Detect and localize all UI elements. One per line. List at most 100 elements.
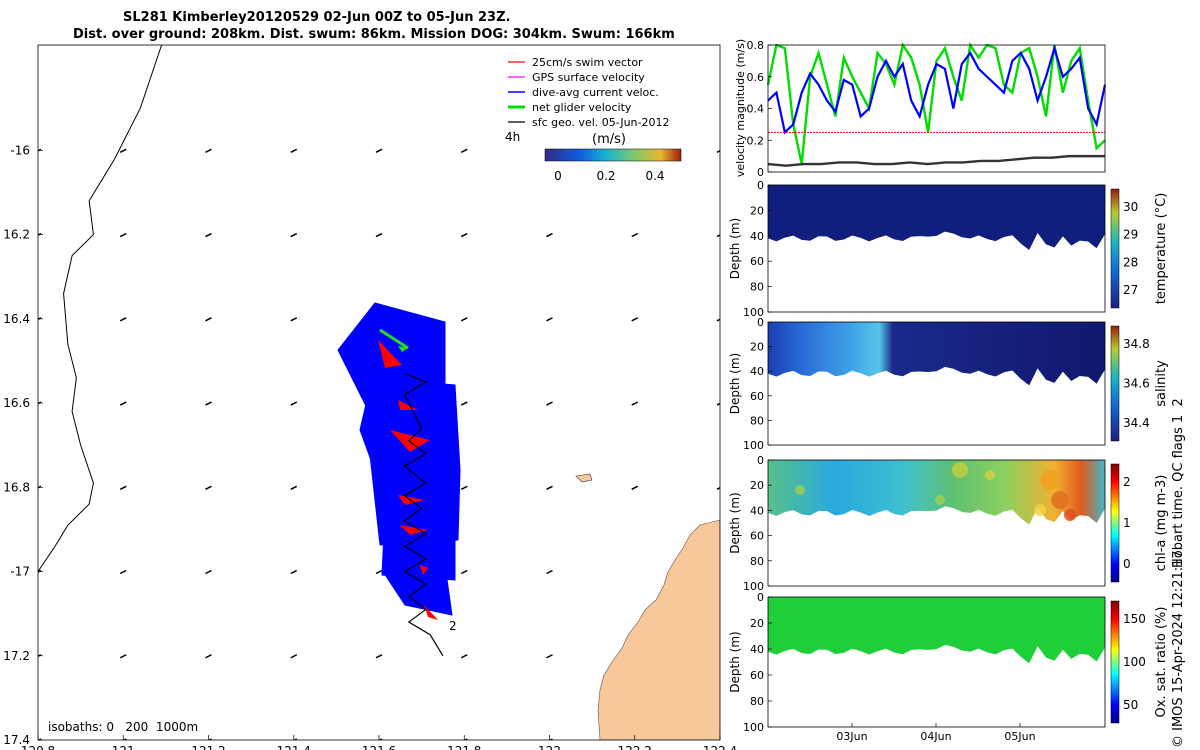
section-ytick-label: 100 <box>743 580 764 593</box>
sfc-vector <box>290 485 298 490</box>
figure-title-line-1: SL281 Kimberley20120529 02-Jun 00Z to 05… <box>123 10 511 25</box>
section-ytick-label: 100 <box>743 306 764 319</box>
section-colorbar-tick: 34.8 <box>1123 337 1150 351</box>
section-colorbar-tick: 1 <box>1123 516 1131 530</box>
section-ytick-label: 100 <box>743 721 764 734</box>
section-ytick-label: 80 <box>750 414 764 427</box>
sfc-vector <box>205 485 212 490</box>
velocity-ytick-label: 0.8 <box>747 39 765 52</box>
sfc-vector <box>38 485 42 489</box>
svg-text:sfc geo. vel. 05-Jun-2012: sfc geo. vel. 05-Jun-2012 <box>532 116 669 129</box>
section-colorbar-label: Ox. sat. ratio (%) <box>1154 607 1169 718</box>
sfc-vector <box>631 485 639 490</box>
map-y-axis: -16 16.2 16.4 16.6 16.8 -17 17.2 17.4 <box>3 143 43 747</box>
section-colorbar-tick: 27 <box>1123 283 1138 297</box>
map-xtick-label: 121 <box>112 744 135 750</box>
section-ytick-label: 80 <box>750 281 764 294</box>
map-ytick-label: 16.8 <box>3 480 30 494</box>
sfc-vector <box>460 317 468 322</box>
swim-vector <box>398 495 425 505</box>
section-ytick-label: 0 <box>757 454 764 467</box>
velocity-ytick-label: 0 <box>757 166 764 179</box>
isobaths-label: isobaths: 0 200 1000m <box>48 720 198 734</box>
svg-text:GPS surface velocity: GPS surface velocity <box>532 71 645 84</box>
sfc-vector <box>290 148 298 153</box>
section-ytick-label: 40 <box>750 504 764 517</box>
section-data-region <box>768 185 1105 251</box>
swim-vector <box>390 430 430 452</box>
sfc-vector <box>205 232 212 238</box>
chl-hotspot <box>935 495 945 505</box>
map-ytick-label: 16.6 <box>3 396 30 410</box>
section-colorbar-tick: 30 <box>1123 200 1138 214</box>
sfc-vector <box>205 569 212 575</box>
sfc-vector <box>38 654 42 658</box>
sfc-vector <box>119 401 127 406</box>
sfc-vector <box>460 485 468 490</box>
section-colorbar-tick: 34.4 <box>1123 416 1150 430</box>
isobath-line <box>38 45 163 572</box>
sfc-vector <box>119 232 127 238</box>
map-xtick-label: 122 <box>538 744 561 750</box>
map-ytick-label: -17 <box>10 565 30 579</box>
time-marker-label: 4h <box>505 130 520 144</box>
sfc-vector <box>460 569 468 575</box>
section-ylabel: Depth (m) <box>728 218 742 279</box>
colorbar-tick-1: 0.2 <box>596 169 615 183</box>
sfc-vector <box>38 232 42 236</box>
section-ylabel: Depth (m) <box>728 631 742 692</box>
land-mass <box>597 519 720 740</box>
section-colorbar-tick: 150 <box>1123 612 1146 626</box>
dive-avg-swath <box>381 509 456 581</box>
sfc-vector <box>463 738 468 740</box>
sfc-vector <box>290 569 298 575</box>
map-xtick-label: 121.8 <box>447 744 481 750</box>
net-velocity-arrowhead <box>398 346 408 352</box>
section-frame <box>767 596 1106 728</box>
map-ytick-label: 16.2 <box>3 228 30 242</box>
chl-hotspot <box>795 485 805 495</box>
sfc-vector <box>716 318 720 322</box>
sfc-vector <box>293 738 298 740</box>
section-frame <box>767 184 1106 313</box>
section-ytick-label: 40 <box>750 643 764 656</box>
section-colorbar-label: salinity <box>1154 360 1169 407</box>
section-xtick-label: 05Jun <box>1004 730 1035 743</box>
velocity-ytick-label: 0.2 <box>747 134 765 147</box>
section-colorbar-label: temperature (°C) <box>1154 193 1169 305</box>
sfc-vector <box>207 738 212 740</box>
section-ytick-label: 20 <box>750 341 764 354</box>
sfc-vector <box>546 232 553 238</box>
section-colorbar-label: chl-a (mg m-3) <box>1154 475 1169 572</box>
glider-track <box>337 302 461 657</box>
section-colorbar-tick: 34.6 <box>1123 377 1150 391</box>
map-xtick-label: 122.2 <box>618 744 652 750</box>
map-xtick-label: 121.2 <box>191 744 225 750</box>
chl-hotspot <box>1051 491 1069 509</box>
section-colorbar-tick: 29 <box>1123 228 1138 242</box>
section-ytick-label: 20 <box>750 617 764 630</box>
svg-text:dive-avg current veloc.: dive-avg current veloc. <box>532 86 659 99</box>
sfc-vector <box>716 486 720 490</box>
sfc-vector <box>38 317 42 321</box>
section-panel-1: 0 20 40 60 80 100 Depth (m) 34.8 34.6 34.4 salinit… <box>728 316 1169 452</box>
section-ytick-label: 0 <box>757 179 764 192</box>
sfc-vector <box>119 569 127 575</box>
swim-vector <box>420 565 428 575</box>
sfc-vector <box>205 317 212 322</box>
credit-label: © IMOS 15-Apr-2024 12:21:17 <box>1171 550 1186 748</box>
colorbar-tick-2: 0.4 <box>645 169 664 183</box>
sfc-vector <box>546 569 553 575</box>
section-ytick-label: 100 <box>743 439 764 452</box>
map-panel: 120.8 121 121.2 121.4 121.6 121.8 122 122.2 122.… <box>3 44 737 750</box>
section-colorbar-tick: 100 <box>1123 655 1146 669</box>
velocity-ytick-label: 0.4 <box>747 103 765 116</box>
sfc-vector <box>205 654 212 659</box>
sfc-vector <box>38 148 42 152</box>
legend-entry-net-velocity: net glider velocity <box>508 101 632 114</box>
map-legend: 25cm/s swim vector GPS surface velocity … <box>508 56 669 129</box>
sfc-vector <box>119 317 127 322</box>
section-colorbar <box>1110 325 1120 442</box>
sfc-vector <box>38 738 42 740</box>
